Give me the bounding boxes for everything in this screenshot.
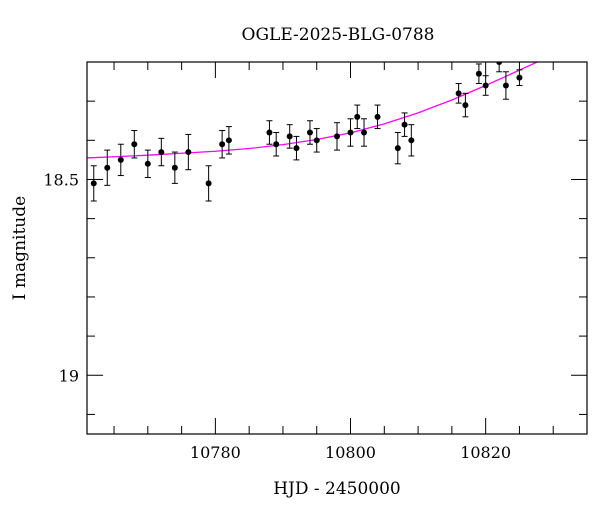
data-point (205, 180, 212, 187)
data-point (273, 141, 280, 148)
data-point (475, 70, 482, 77)
data-point (225, 137, 232, 144)
axis-ticks (87, 61, 588, 434)
data-points-layer (90, 62, 523, 202)
data-point (482, 82, 489, 89)
data-point (117, 156, 124, 163)
data-point (104, 164, 111, 171)
data-point (131, 141, 138, 148)
data-point (496, 62, 503, 65)
data-point (516, 74, 523, 81)
data-point (219, 141, 226, 148)
model-curve-layer (87, 62, 539, 159)
data-point (455, 90, 462, 97)
data-point (401, 121, 408, 128)
data-point (313, 137, 320, 144)
data-point (347, 129, 354, 136)
data-point (171, 164, 178, 171)
data-point (266, 129, 273, 136)
data-point (306, 129, 313, 136)
data-point (462, 102, 469, 109)
data-point (286, 133, 293, 140)
data-point (293, 145, 300, 152)
data-point (354, 113, 361, 120)
x-tick-label: 10800 (325, 443, 376, 462)
data-point (408, 137, 415, 144)
y-tick-label: 19 (59, 366, 79, 385)
y-axis-label: I magnitude (10, 196, 30, 300)
data-point (158, 149, 165, 156)
data-point (502, 82, 509, 89)
chart-title: OGLE-2025-BLG-0788 (242, 25, 435, 45)
tick-labels: 1078010800108201818.519 (43, 170, 511, 462)
data-point (144, 160, 151, 167)
data-point (90, 180, 97, 187)
x-axis-label: HJD - 2450000 (273, 479, 401, 499)
model-curve (87, 62, 539, 159)
y-tick-label: 18.5 (43, 170, 79, 189)
x-tick-label: 10820 (460, 443, 511, 462)
data-point (361, 129, 368, 136)
data-point (185, 149, 192, 156)
plot-frame (86, 61, 588, 435)
data-point (394, 145, 401, 152)
data-point (334, 133, 340, 140)
x-tick-label: 10780 (190, 443, 241, 462)
data-point (374, 113, 381, 120)
